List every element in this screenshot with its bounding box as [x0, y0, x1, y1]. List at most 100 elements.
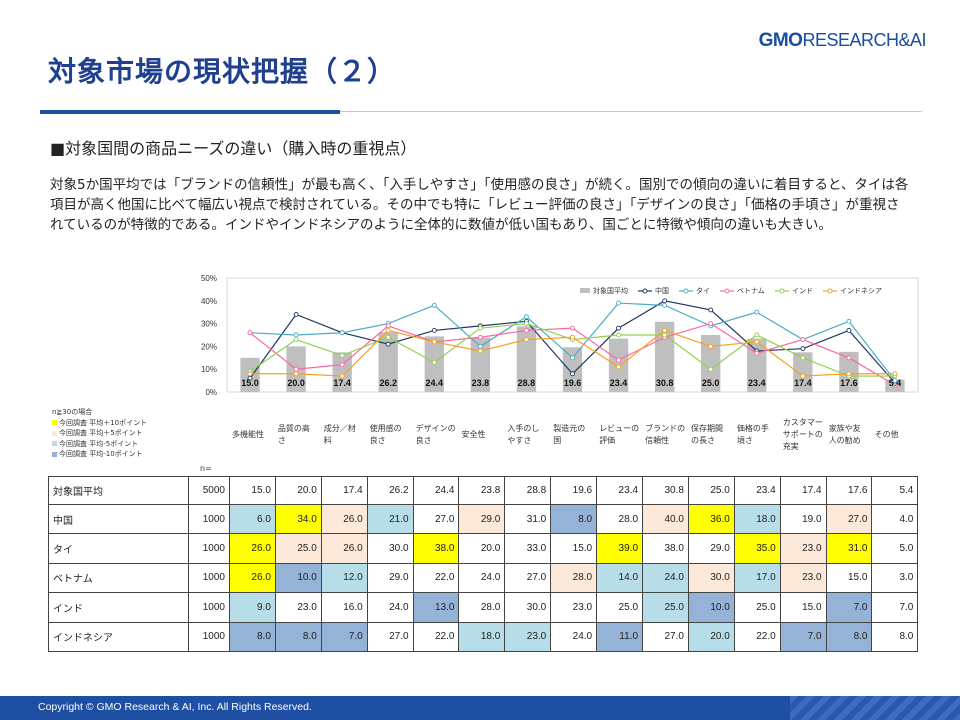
series-point	[754, 350, 760, 356]
series-point	[339, 353, 345, 358]
series-point	[800, 373, 806, 379]
series-point	[754, 339, 760, 345]
table-cell: 23.0	[504, 621, 552, 652]
category-label-line: カスタマー	[782, 418, 823, 427]
series-point	[477, 325, 483, 331]
bar-mark	[332, 352, 352, 392]
bar-data-label: 26.2	[379, 378, 397, 388]
series-point	[800, 346, 806, 352]
highlight-legend: n≧30の場合 今回調査 平均＋10ポイント 今回調査 平均＋5ポイント 今回調…	[52, 407, 147, 460]
category-label-line: 安全性	[461, 430, 486, 439]
bar-mark	[885, 379, 905, 392]
series-point	[708, 307, 714, 313]
table-cell: 15.0	[825, 562, 873, 594]
legend-swatch-point	[683, 288, 689, 294]
category-label-line: 良さ	[415, 436, 432, 445]
category-label-line: 使用感の	[369, 424, 402, 433]
table-cell: 18.0	[458, 621, 506, 652]
series-point	[800, 355, 806, 361]
logo-research-ai: RESEARCH&AI	[802, 30, 926, 50]
category-label-line: 料	[323, 436, 332, 445]
table-cell: 15.0	[229, 476, 276, 505]
category-label-line: 頃さ	[736, 436, 753, 445]
series-point	[293, 366, 299, 372]
series-point	[616, 357, 622, 363]
table-cell: 16.0	[320, 592, 368, 623]
series-point	[431, 327, 437, 333]
table-cell: 24.0	[458, 562, 506, 594]
table-cell: 27.0	[504, 562, 552, 594]
series-point	[662, 332, 668, 338]
table-cell: 20.0	[458, 533, 506, 564]
summary-paragraph: 対象5か国平均では「ブランドの信頼性」が最も高く、「入手しやすさ」「使用感の良さ…	[50, 177, 909, 233]
table-cell: 19.0	[779, 503, 827, 535]
category-label-line: 多機能性	[232, 430, 264, 439]
series-line	[249, 322, 895, 377]
table-cell: 4.0	[871, 503, 919, 535]
logo-gmo: GMO	[758, 30, 803, 51]
table-cell: 28.0	[596, 503, 644, 535]
highlight-legend-item: 今回調査 平均＋5ポイント	[52, 428, 147, 439]
category-label-line: ブランドの	[645, 424, 686, 433]
copyright-text: Copyright © GMO Research & AI, Inc. All …	[38, 701, 312, 713]
table-cell: 5.4	[871, 476, 919, 505]
series-point	[339, 362, 345, 368]
legend-label: タイ	[696, 286, 710, 295]
table-cell: 28.8	[504, 476, 552, 505]
category-label: 保存期間 の長さ	[689, 394, 735, 476]
data-table: 対象国平均 5000 15.0 20.0 17.4 26.2 24.4 23.8 28.8 19.…	[48, 476, 919, 652]
table-row: 中国 1000 6.0 34.0 26.0 21.0 27.0 29.0 31.0 8.0 28.0…	[48, 503, 919, 535]
table-cell: 31.0	[504, 503, 552, 535]
bar-data-label: 19.6	[564, 378, 582, 388]
table-cell: 25.0	[733, 592, 781, 623]
table-cell: 40.0	[642, 503, 689, 535]
category-label-line: 成分／材	[323, 424, 356, 433]
company-logo: GMO RESEARCH&AI	[758, 30, 927, 52]
table-cell: 8.0	[871, 621, 919, 652]
series-point	[708, 343, 714, 349]
table-cell: 13.0	[412, 592, 460, 623]
legend-swatch-point	[724, 288, 730, 294]
table-cell: 39.0	[596, 533, 644, 564]
series-point	[247, 330, 253, 336]
y-tick-label: 10%	[201, 365, 217, 374]
footer-bar: Copyright © GMO Research & AI, Inc. All …	[0, 696, 960, 720]
table-cell: 7.0	[320, 621, 368, 652]
table-row: インドネシア 1000 8.0 8.0 7.0 27.0 22.0 18.0 23.0 24.0 1…	[48, 621, 919, 652]
series-point	[708, 321, 714, 327]
page-title: 対象市場の現状把握（２）	[48, 55, 397, 88]
series-line	[249, 300, 896, 384]
table-cell: 31.0	[825, 533, 873, 564]
table-cell: 25.0	[596, 592, 644, 623]
category-label-line: やすさ	[507, 436, 532, 445]
series-point	[477, 348, 483, 354]
y-tick-label: 0%	[205, 388, 217, 397]
bar-mark	[608, 338, 629, 392]
category-label-line: サポートの	[782, 430, 823, 439]
series-point	[477, 323, 483, 329]
table-row: インド 1000 9.0 23.0 16.0 24.0 13.0 28.0 30.0 23.0 25…	[48, 592, 919, 623]
category-label-line: 製造元の	[553, 424, 586, 433]
series-point	[523, 337, 529, 343]
series-point	[339, 330, 345, 336]
legend-label: 中国	[655, 286, 669, 295]
table-cell: 21.0	[366, 503, 414, 535]
y-tick-label: 50%	[201, 274, 217, 283]
series-point	[892, 382, 898, 388]
series-point	[339, 330, 345, 336]
legend-label: 対象国平均	[593, 286, 628, 295]
legend-swatch-point	[779, 288, 785, 294]
table-cell: 18.0	[733, 503, 781, 535]
y-tick-label: 30%	[201, 320, 217, 329]
bar-mark	[516, 326, 537, 392]
bar-mark	[793, 352, 813, 392]
series-point	[662, 334, 668, 340]
series-point	[846, 327, 852, 333]
category-label-line: デザインの	[415, 424, 456, 433]
series-point	[431, 339, 437, 345]
table-cell: 10.0	[274, 562, 322, 594]
series-point	[892, 380, 898, 386]
table-cell: 26.0	[320, 533, 368, 564]
table-cell: 12.0	[320, 562, 368, 594]
series-point	[523, 321, 529, 327]
